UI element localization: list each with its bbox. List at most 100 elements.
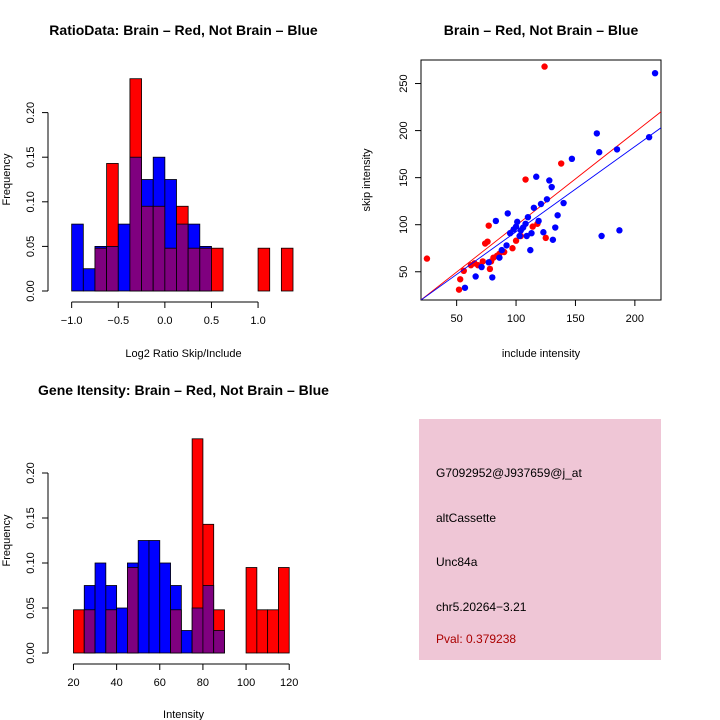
brain-point: [479, 258, 486, 265]
not-brain-bar: [148, 540, 161, 654]
overlap-bar: [127, 567, 139, 654]
intensity-scatter-plot: Brain – Red, Not Brain – Blue 50 100 150 200…: [361, 22, 662, 360]
not-brain-point: [514, 218, 521, 226]
overlap-bar: [106, 245, 119, 292]
brain-point: [455, 286, 463, 293]
x-tick-label: 1.0: [250, 315, 265, 327]
overlap-bar: [164, 247, 177, 292]
brain-bar: [256, 609, 269, 654]
not-brain-point: [533, 173, 540, 180]
x-tick-label: 60: [154, 677, 166, 689]
not-brain-point: [485, 259, 492, 266]
gene-name-text: Unc84a: [436, 555, 478, 569]
overlap-bar: [213, 630, 225, 654]
x-tick-label: −0.5: [107, 315, 129, 327]
y-tick-label: 0.10: [25, 191, 37, 212]
brain-point: [541, 63, 548, 70]
brain-bar: [267, 609, 279, 654]
not-brain-point: [504, 210, 511, 217]
not-brain-bar: [159, 562, 171, 654]
x-tick-label: 0.5: [204, 315, 219, 327]
not-brain-point: [524, 213, 532, 221]
brain-point: [509, 245, 516, 252]
not-brain-point: [527, 246, 534, 254]
not-brain-point: [503, 242, 510, 249]
not-brain-point: [560, 199, 567, 207]
not-brain-point: [540, 229, 547, 236]
not-brain-point: [549, 236, 557, 243]
not-brain-point: [616, 227, 623, 234]
gene-intensity-histogram: Gene Itensity: Brain – Red, Not Brain – …: [1, 382, 329, 720]
info-panel: G7092952@J937659@j_at altCassette Unc84a…: [419, 419, 661, 660]
x-tick-label: 40: [110, 677, 122, 689]
event-type-text: altCassette: [436, 511, 496, 525]
overlap-bar: [176, 223, 189, 292]
brain-bar: [73, 609, 85, 654]
y-tick-label: 0.00: [25, 642, 37, 663]
x-tick-label: 120: [280, 677, 298, 689]
overlap-bar: [129, 156, 142, 292]
not-brain-fit-line: [421, 127, 661, 300]
brain-bar: [245, 567, 258, 654]
not-brain-point: [548, 183, 555, 191]
y-tick-label: 150: [398, 168, 410, 186]
x-tick-label: 20: [67, 677, 79, 689]
not-brain-bar: [137, 540, 150, 654]
not-brain-point: [552, 224, 559, 231]
y-tick-label: 0.05: [25, 597, 37, 618]
not-brain-point: [568, 155, 576, 163]
brain-point: [460, 267, 467, 275]
not-brain-point: [478, 263, 485, 271]
not-brain-point: [522, 220, 529, 227]
y-tick-label: 0.05: [25, 236, 37, 257]
brain-bar: [257, 247, 271, 292]
brain-bar: [211, 247, 224, 292]
y-tick-label: 100: [398, 216, 410, 234]
x-tick-label: 50: [451, 313, 463, 325]
not-brain-point: [492, 217, 500, 225]
y-axis-label: skip intensity: [361, 148, 373, 211]
not-brain-point: [546, 177, 553, 184]
y-tick-label: 0.10: [25, 552, 37, 573]
overlap-bar: [191, 607, 204, 654]
overlap-bar: [94, 247, 108, 292]
probe-id-text: G7092952@J937659@j_at: [436, 466, 582, 480]
not-brain-bar: [117, 223, 131, 292]
not-brain-point: [528, 229, 535, 237]
ratio-histogram: RatioData: Brain – Red, Not Brain – Blue…: [1, 22, 318, 360]
x-axis-label: include intensity: [502, 348, 581, 360]
not-brain-point: [496, 254, 503, 261]
brain-point: [485, 222, 492, 229]
not-brain-point: [472, 273, 479, 280]
info-panel-background: [419, 419, 661, 660]
brain-bar: [278, 567, 290, 654]
x-tick-label: 80: [197, 677, 209, 689]
not-brain-bar: [94, 562, 107, 654]
brain-point: [542, 234, 549, 242]
x-tick-label: 100: [237, 677, 255, 689]
overlap-bar: [83, 609, 96, 654]
overlap-bar: [202, 585, 215, 654]
not-brain-point: [523, 232, 530, 240]
brain-point: [486, 265, 494, 273]
y-tick-label: 50: [398, 266, 410, 278]
not-brain-point: [651, 69, 659, 77]
overlap-bar: [199, 247, 212, 292]
brain-point: [423, 255, 431, 262]
not-brain-point: [593, 130, 601, 137]
overlap-bar: [170, 609, 182, 654]
y-tick-label: 0.20: [25, 462, 37, 483]
chart-title: RatioData: Brain – Red, Not Brain – Blue: [49, 22, 318, 38]
x-tick-label: 150: [566, 313, 584, 325]
not-brain-point: [498, 246, 505, 254]
brain-point: [512, 237, 520, 244]
location-text: chr5.20264−3.21: [436, 600, 527, 614]
scatter-plot-area: [421, 63, 661, 300]
brain-point: [522, 176, 529, 183]
pval-text: Pval: 0.379238: [436, 632, 516, 646]
brain-point: [484, 238, 491, 245]
y-tick-label: 250: [398, 74, 410, 92]
x-tick-label: 100: [507, 313, 525, 325]
not-brain-bar: [71, 223, 84, 292]
